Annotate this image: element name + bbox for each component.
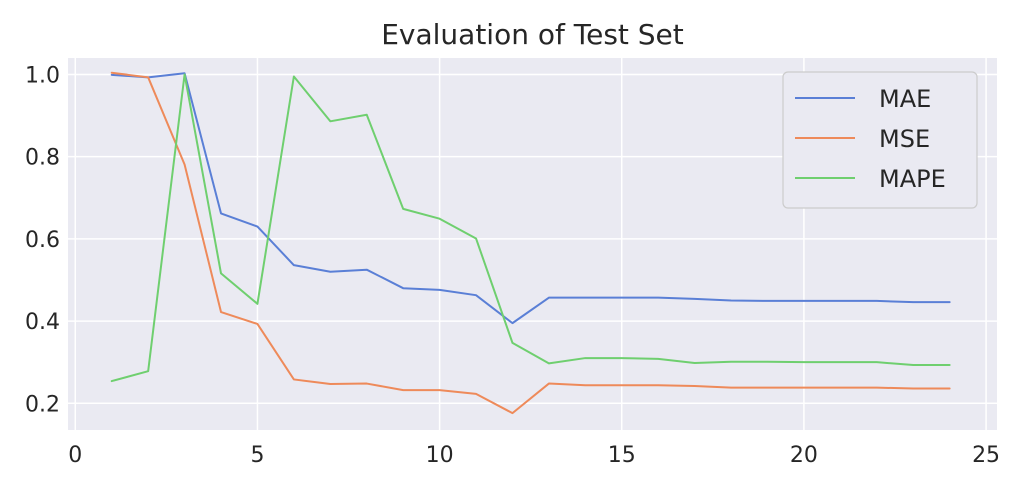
x-tick-label: 10 — [426, 443, 454, 468]
series-line-mae — [110, 72, 951, 325]
y-tick-label: 0.8 — [25, 146, 60, 171]
legend-label-mse: MSE — [879, 125, 930, 153]
series-group — [110, 71, 951, 415]
x-axis-ticks: 0 5 10 15 20 25 — [68, 443, 1000, 468]
series-line-mape — [110, 73, 951, 383]
chart-title: Evaluation of Test Set — [381, 18, 684, 51]
legend-label-mae: MAE — [879, 85, 931, 113]
legend-box — [782, 71, 978, 209]
series-line-mse — [110, 71, 951, 415]
y-tick-label: 0.2 — [25, 392, 60, 417]
y-tick-label: 1.0 — [25, 63, 60, 88]
x-tick-label: 0 — [68, 443, 82, 468]
legend-label-mape: MAPE — [879, 165, 946, 193]
x-tick-label: 5 — [250, 443, 264, 468]
x-tick-label: 15 — [608, 443, 636, 468]
y-axis-ticks: 0.2 0.4 0.6 0.8 1.0 — [25, 63, 60, 417]
y-tick-label: 0.6 — [25, 228, 60, 253]
x-tick-label: 25 — [972, 443, 1000, 468]
legend: MAE MSE MAPE — [782, 71, 978, 209]
y-tick-label: 0.4 — [25, 310, 60, 335]
x-tick-label: 20 — [790, 443, 818, 468]
